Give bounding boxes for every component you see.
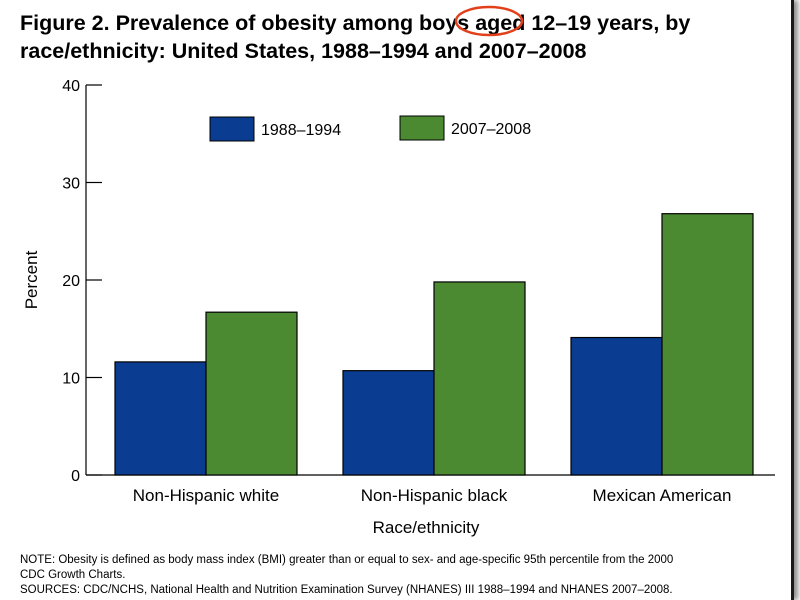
y-axis-title: Percent: [22, 250, 41, 309]
legend-label: 2007–2008: [451, 121, 531, 138]
bar-2007-2008-2: [661, 213, 754, 476]
bar-1988-1994-1: [342, 370, 435, 476]
bar-1988-1994-0: [114, 361, 207, 476]
note-line: NOTE: Obesity is defined as body mass in…: [20, 554, 674, 566]
bar-2007-2008-0: [205, 311, 298, 476]
y-tick-label: 20: [62, 273, 80, 290]
y-tick-label: 10: [62, 371, 80, 388]
x-tick-label: Non-Hispanic white: [133, 486, 279, 505]
x-axis-title: Race/ethnicity: [373, 518, 480, 537]
figure-title: Figure 2. Prevalence of obesity among bo…: [20, 11, 691, 63]
highlight-circle: [454, 5, 524, 37]
y-tick-label: 0: [71, 468, 80, 485]
legend-swatch: [399, 115, 445, 141]
chart-notes: NOTE: Obesity is defined as body mass in…: [20, 553, 790, 598]
bar-2007-2008-1: [433, 281, 526, 476]
x-tick-label: Non-Hispanic black: [361, 486, 508, 505]
note-line: CDC Growth Charts.: [20, 569, 126, 581]
y-tick-label: 40: [62, 78, 80, 95]
x-tick-label: Mexican American: [593, 486, 732, 505]
legend-swatch: [209, 116, 255, 142]
legend-label: 1988–1994: [261, 122, 341, 139]
chart-layer: 0 10 20 30 40 Percent Non-Hispanic white Non-Hi…: [22, 5, 775, 537]
bar-1988-1994-2: [570, 336, 663, 476]
note-line: SOURCES: CDC/NCHS, National Health and N…: [20, 584, 673, 596]
y-tick-label: 30: [62, 176, 80, 193]
